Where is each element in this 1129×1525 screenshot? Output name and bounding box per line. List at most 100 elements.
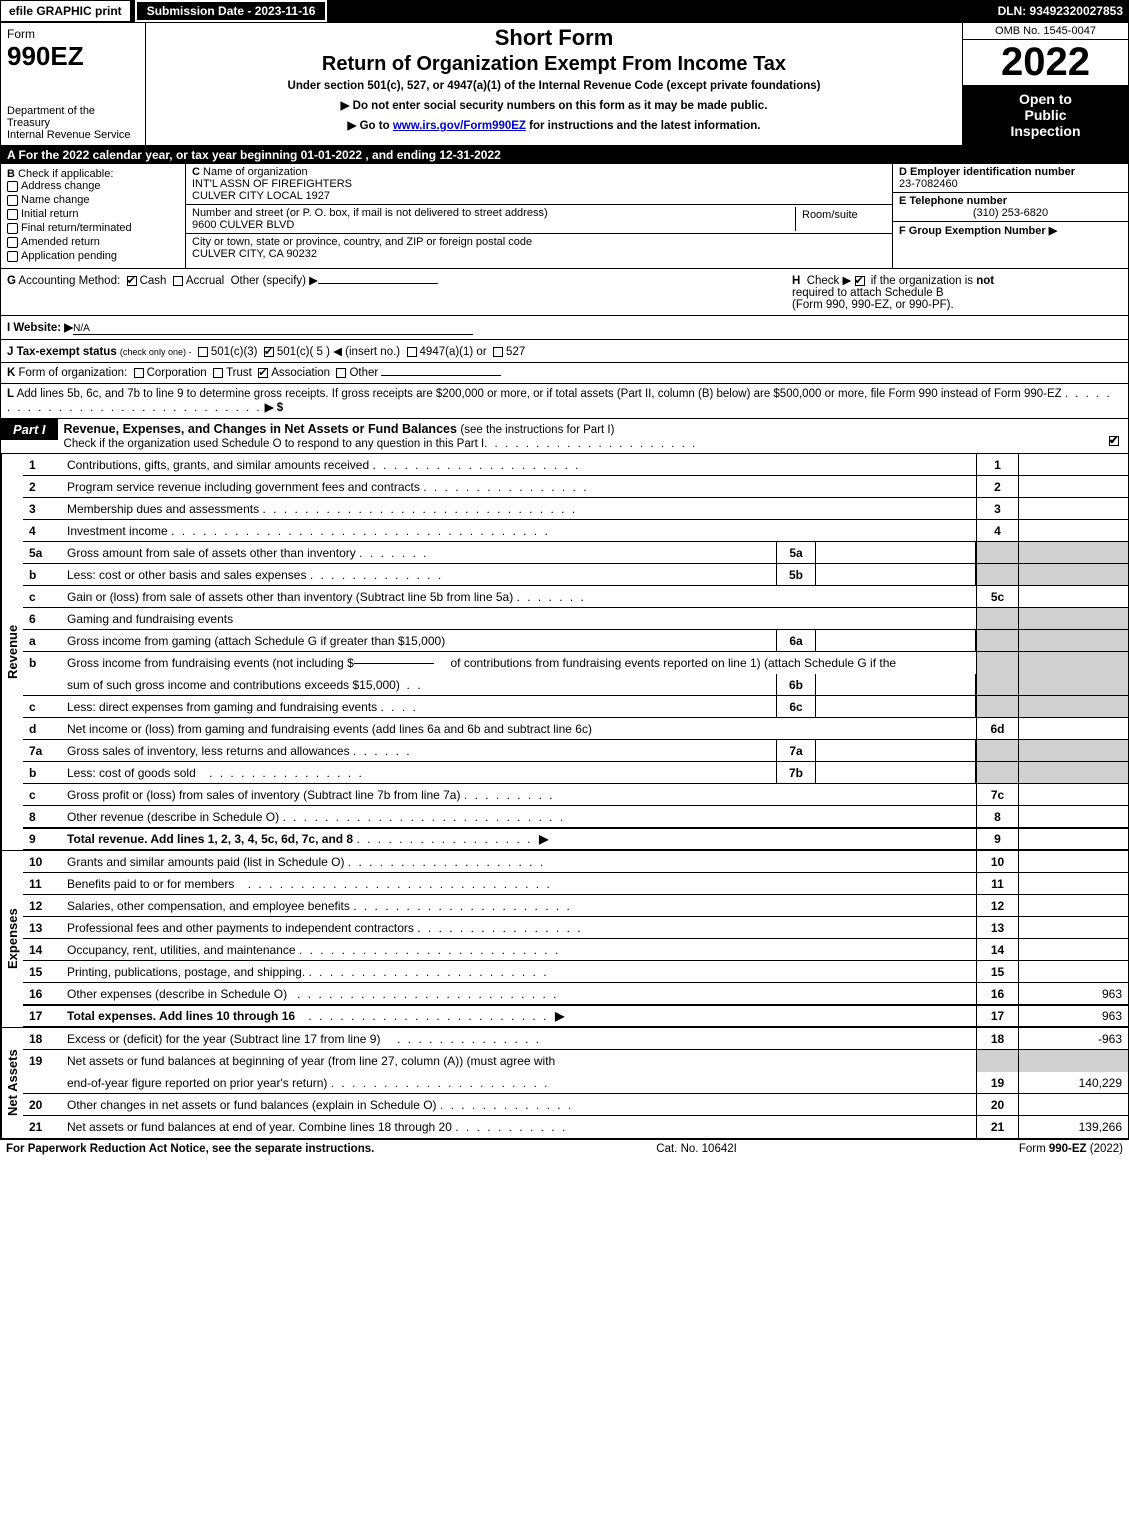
- line-17-box: 17: [976, 1006, 1018, 1026]
- amended-return-label: Amended return: [21, 236, 100, 248]
- checkbox-501c3[interactable]: [198, 347, 208, 357]
- checkbox-accrual[interactable]: [173, 276, 183, 286]
- line-7b-sub-box: 7b: [776, 762, 816, 783]
- line-12: 12 Salaries, other compensation, and emp…: [23, 895, 1128, 917]
- line-7b: b Less: cost of goods sold . . . . . . .…: [23, 762, 1128, 784]
- 4947-label: 4947(a)(1) or: [420, 346, 487, 358]
- city-block: City or town, state or province, country…: [186, 234, 892, 262]
- line-18-num: 18: [23, 1028, 65, 1049]
- corp-label: Corporation: [147, 367, 207, 379]
- other-org-input[interactable]: [381, 375, 501, 376]
- instr-link-row: ▶ Go to www.irs.gov/Form990EZ for instru…: [154, 118, 954, 132]
- line-7c: c Gross profit or (loss) from sales of i…: [23, 784, 1128, 806]
- line-3-val: [1018, 498, 1128, 519]
- checkbox-association[interactable]: [258, 368, 268, 378]
- line-16-num: 16: [23, 983, 65, 1004]
- line-8: 8 Other revenue (describe in Schedule O)…: [23, 806, 1128, 828]
- checkbox-address-change[interactable]: [7, 181, 18, 192]
- l-label: L: [7, 388, 14, 400]
- line-14-box: 14: [976, 939, 1018, 960]
- 501c3-label: 501(c)(3): [211, 346, 258, 358]
- public: Public: [1024, 107, 1066, 123]
- line-5a-val-gray: [1018, 542, 1128, 563]
- line-5b-num: b: [23, 564, 65, 585]
- checkbox-501c[interactable]: [264, 347, 274, 357]
- section-i: I Website: ▶N/A: [1, 316, 1128, 340]
- line-6b-sub-box: 6b: [776, 674, 816, 695]
- line-17-num: 17: [23, 1006, 65, 1026]
- line-19-rt-gray: [976, 1050, 1018, 1072]
- line-17-val: 963: [1018, 1006, 1128, 1026]
- line-7a-sub-val: [816, 740, 976, 761]
- line-1-desc: Contributions, gifts, grants, and simila…: [67, 458, 369, 472]
- line-6b-num: b: [23, 652, 65, 674]
- line-7b-desc: Less: cost of goods sold: [67, 766, 196, 780]
- part-i-title: Revenue, Expenses, and Changes in Net As…: [58, 419, 1128, 453]
- line-21-num: 21: [23, 1116, 65, 1138]
- checkbox-527[interactable]: [493, 347, 503, 357]
- line-8-box: 8: [976, 806, 1018, 827]
- line-6a: a Gross income from gaming (attach Sched…: [23, 630, 1128, 652]
- section-g: G Accounting Method: Cash Accrual Other …: [7, 273, 792, 311]
- website-label: I Website: ▶: [7, 322, 73, 334]
- line-6b-amount-input[interactable]: [354, 663, 434, 664]
- h-check-label: Check ▶: [807, 275, 852, 287]
- line-15-box: 15: [976, 961, 1018, 982]
- line-6c-desc: Less: direct expenses from gaming and fu…: [67, 700, 377, 714]
- line-10-val: [1018, 851, 1128, 872]
- checkbox-cash[interactable]: [127, 276, 137, 286]
- line-6b-rt-gray-2: [976, 674, 1018, 695]
- line-6c: c Less: direct expenses from gaming and …: [23, 696, 1128, 718]
- line-16-box: 16: [976, 983, 1018, 1004]
- dept-treasury: Department of the Treasury: [7, 105, 95, 129]
- line-6a-rt-gray: [976, 630, 1018, 651]
- line-7c-desc: Gross profit or (loss) from sales of inv…: [67, 788, 460, 802]
- line-16-desc: Other expenses (describe in Schedule O): [67, 987, 287, 1001]
- footer-form-ref: Form 990-EZ (2022): [1019, 1143, 1123, 1155]
- line-12-desc: Salaries, other compensation, and employ…: [67, 899, 350, 913]
- line-6b-rt-gray-1: [976, 652, 1018, 674]
- line-16: 16 Other expenses (describe in Schedule …: [23, 983, 1128, 1005]
- efile-print-button[interactable]: efile GRAPHIC print: [0, 0, 131, 22]
- checkbox-schedule-b[interactable]: [855, 276, 865, 286]
- title-cell: Short Form Return of Organization Exempt…: [146, 23, 963, 145]
- instr-goto-pre: ▶ Go to: [348, 120, 393, 132]
- line-16-val: 963: [1018, 983, 1128, 1004]
- website-value: N/A: [73, 323, 90, 334]
- checkbox-initial-return[interactable]: [7, 209, 18, 220]
- line-20-desc: Other changes in net assets or fund bala…: [67, 1098, 437, 1112]
- tel-block: E Telephone number (310) 253-6820: [893, 193, 1128, 222]
- return-title: Return of Organization Exempt From Incom…: [154, 53, 954, 76]
- 501c-label: 501(c)( 5 ) ◀ (insert no.): [277, 346, 400, 358]
- b-label: B: [7, 168, 15, 180]
- expenses-section: Expenses 10 Grants and similar amounts p…: [1, 850, 1128, 1027]
- checkbox-4947[interactable]: [407, 347, 417, 357]
- line-7b-num: b: [23, 762, 65, 783]
- checkbox-schedule-o-part-i[interactable]: [1109, 436, 1119, 446]
- submission-date-button[interactable]: Submission Date - 2023-11-16: [135, 0, 328, 22]
- inspection: Inspection: [1010, 123, 1080, 139]
- checkbox-final-return[interactable]: [7, 223, 18, 234]
- checkbox-trust[interactable]: [213, 368, 223, 378]
- line-21-desc: Net assets or fund balances at end of ye…: [67, 1120, 452, 1134]
- other-specify-input[interactable]: [318, 283, 438, 284]
- checkbox-name-change[interactable]: [7, 195, 18, 206]
- line-12-num: 12: [23, 895, 65, 916]
- checkbox-application-pending[interactable]: [7, 251, 18, 262]
- line-19-num: 19: [23, 1050, 65, 1072]
- form-header: Form 990EZ Department of the Treasury In…: [1, 23, 1128, 146]
- line-19-num-blank: [23, 1072, 65, 1093]
- line-2-val: [1018, 476, 1128, 497]
- trust-label: Trust: [226, 367, 252, 379]
- line-7b-sub-val: [816, 762, 976, 783]
- checkbox-amended-return[interactable]: [7, 237, 18, 248]
- line-18-box: 18: [976, 1028, 1018, 1049]
- irs-link[interactable]: www.irs.gov/Form990EZ: [393, 120, 526, 132]
- checkbox-corporation[interactable]: [134, 368, 144, 378]
- addr-change-label: Address change: [21, 180, 101, 192]
- final-return-label: Final return/terminated: [21, 222, 132, 234]
- line-1: 1 Contributions, gifts, grants, and simi…: [23, 454, 1128, 476]
- line-9-num: 9: [23, 829, 65, 849]
- checkbox-other-org[interactable]: [336, 368, 346, 378]
- line-6a-val-gray: [1018, 630, 1128, 651]
